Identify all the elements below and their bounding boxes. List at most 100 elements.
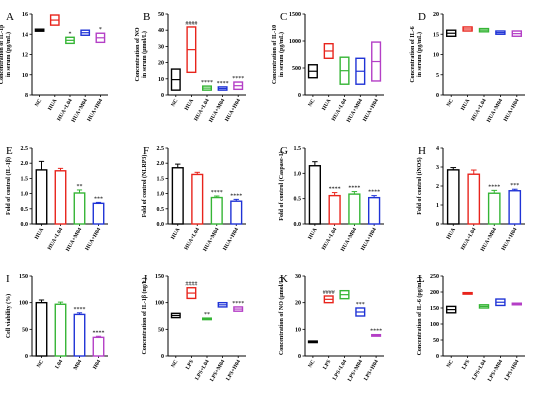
x-tick-label: HUA+H04	[84, 227, 102, 252]
y-tick-label: 1.5	[157, 176, 165, 182]
bar-mark	[230, 200, 243, 225]
y-tick-label: 10	[158, 77, 164, 83]
y-tick-label: 100	[19, 301, 28, 307]
y-tick-label: 12	[22, 53, 28, 59]
x-tick-label: HUA+H04	[224, 98, 242, 123]
y-tick-label: 15	[433, 32, 439, 38]
bar-mark	[210, 196, 223, 225]
significance-label: ****	[230, 193, 242, 199]
x-tick-label: NC	[446, 98, 455, 108]
significance-label: ****	[211, 190, 223, 196]
x-tick-label: LPS+L04	[194, 359, 211, 382]
x-tick-label: HUA+M04	[480, 227, 498, 253]
bar-mark	[54, 170, 67, 225]
panel-letter: I	[6, 273, 10, 285]
x-tick-label: HUA	[446, 227, 457, 241]
y-tick-label: 0	[25, 354, 28, 360]
y-axis-label: Fold of control (NLRP3)	[141, 155, 148, 218]
y-tick-label: 200	[430, 290, 439, 296]
bar-mark	[487, 192, 501, 225]
x-tick-label: LPS	[461, 359, 471, 371]
significance-label: ####	[323, 290, 335, 296]
y-tick-label: 1.5	[294, 146, 302, 152]
x-tick-label: HUA+L04	[321, 227, 339, 251]
y-axis-label: Concentration of IL-6	[410, 26, 416, 82]
y-tick-label: 150	[430, 306, 439, 312]
bar-mark	[73, 313, 86, 357]
x-tick-label: HUA+H04	[503, 98, 521, 123]
panel-letter: B	[143, 11, 150, 23]
x-tick-label: HUA+M04	[65, 227, 83, 253]
panel-letter: E	[6, 145, 13, 157]
y-tick-label: 1500	[289, 12, 301, 18]
y-tick-label: 10	[433, 53, 439, 59]
y-tick-label: 30	[295, 274, 301, 280]
panel-letter: C	[280, 11, 287, 23]
significance-label: ***	[356, 302, 365, 308]
panel-letter: F	[143, 145, 149, 157]
y-tick-label: 50	[22, 327, 28, 333]
x-tick-label: H04	[92, 359, 102, 371]
y-tick-label: 0	[298, 354, 301, 360]
x-tick-label: LPS+H04	[225, 359, 242, 382]
significance-label: ***	[510, 183, 519, 189]
y-tick-label: 1000	[289, 39, 301, 45]
x-tick-label: HUA	[47, 98, 58, 112]
x-tick-label: LPS+L04	[332, 359, 349, 382]
y-tick-label: 1	[436, 203, 439, 209]
significance-label: ****	[93, 330, 105, 336]
bar-mark	[35, 301, 48, 357]
significance-label: ####	[185, 282, 197, 288]
y-axis-label: in serum (pg/mL)	[278, 32, 285, 77]
y-tick-label: 1.5	[21, 176, 29, 182]
x-tick-label: LPS+M04	[347, 359, 364, 383]
y-tick-label: 2.5	[157, 146, 165, 152]
y-tick-label: 20	[295, 301, 301, 307]
bar-mark	[467, 173, 481, 225]
y-tick-label: 5	[436, 73, 439, 79]
significance-label: ****	[348, 186, 360, 192]
x-tick-label: LPS+H04	[504, 359, 521, 382]
y-tick-label: 0	[161, 354, 164, 360]
y-tick-label: 0.5	[294, 197, 302, 203]
y-tick-label: 16	[22, 12, 28, 18]
x-tick-label: LPS+M04	[487, 359, 504, 383]
y-tick-label: 10	[295, 327, 301, 333]
significance-label: ****	[370, 329, 382, 335]
x-tick-label: HUA+H04	[501, 227, 519, 252]
y-tick-label: 0.0	[157, 222, 165, 228]
x-tick-label: NC	[307, 98, 316, 108]
panel-letter: J	[143, 273, 148, 285]
x-tick-label: HUA+L04	[47, 227, 65, 251]
x-tick-label: L04	[54, 359, 64, 370]
significance-label: ****	[232, 301, 244, 307]
panel-letter: A	[6, 11, 14, 23]
y-tick-label: 50	[433, 338, 439, 344]
x-tick-label: LPS+M04	[209, 359, 226, 383]
x-tick-label: NC	[36, 359, 45, 369]
y-tick-label: 0	[436, 222, 439, 228]
y-tick-label: 0	[161, 93, 164, 99]
y-tick-label: 2.5	[21, 146, 29, 152]
panel-letter: L	[418, 273, 425, 285]
y-tick-label: 1.0	[294, 171, 302, 177]
bar-mark	[446, 169, 460, 225]
y-tick-label: 0	[298, 93, 301, 99]
x-tick-label: HUA+H04	[362, 98, 380, 123]
bar-mark	[171, 167, 184, 225]
y-axis-label: Fold of control (IL-1β)	[5, 157, 12, 215]
y-axis-label: Fold of control (iNOS)	[416, 157, 423, 214]
panel-letter: D	[418, 11, 426, 23]
significance-label: *	[69, 31, 72, 37]
y-tick-label: 1.0	[157, 192, 165, 198]
x-tick-label: HUA	[184, 98, 195, 112]
bar-mark	[328, 194, 341, 225]
y-tick-label: 20	[158, 61, 164, 67]
x-tick-label: HUA+L04	[460, 227, 478, 251]
